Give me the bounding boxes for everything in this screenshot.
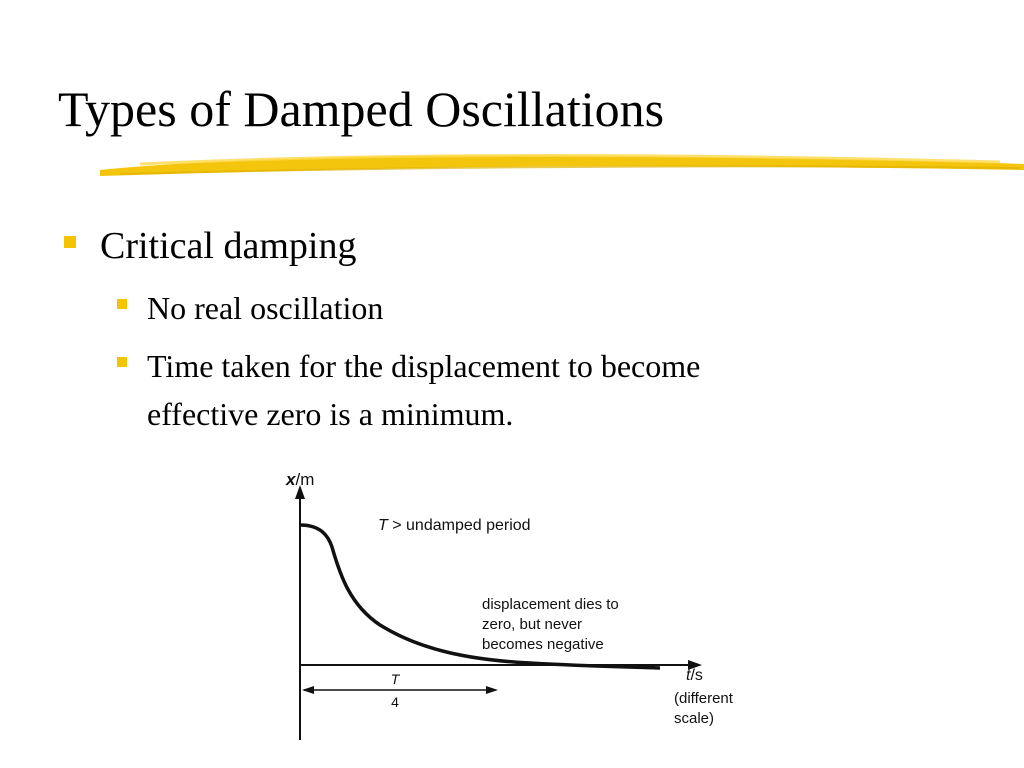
quarter-period-arrow-right	[486, 686, 498, 694]
fraction-denominator: 4	[391, 694, 399, 710]
bullet-text: Critical damping	[100, 225, 357, 267]
critical-damping-graph: x/m T > undamped period displacement die…	[270, 455, 790, 755]
decay-curve	[299, 523, 661, 670]
slide-title: Types of Damped Oscillations	[58, 81, 665, 137]
bullet-marker	[64, 236, 76, 248]
bullet-text: Time taken for the displacement to becom…	[147, 348, 701, 384]
bullet-text: No real oscillation	[147, 290, 384, 326]
quarter-period-arrow-left	[302, 686, 314, 694]
title-highlight-stroke	[100, 153, 1024, 176]
bullet-time-taken-continued: effective zero is a minimum.	[147, 396, 514, 432]
y-axis-arrow	[295, 485, 305, 499]
y-axis-label: x/m	[285, 470, 314, 489]
bullet-marker	[117, 357, 127, 367]
bullet-marker	[117, 299, 127, 309]
x-axis-label: t/s	[686, 667, 703, 684]
curve-note: displacement dies to zero, but never bec…	[482, 596, 623, 653]
graph-svg: x/m T > undamped period displacement die…	[285, 470, 737, 740]
x-axis-arrow	[688, 660, 702, 670]
x-axis-note: (different scale)	[674, 690, 737, 727]
fraction-numerator: T	[391, 671, 401, 687]
period-annotation: T > undamped period	[378, 517, 531, 534]
